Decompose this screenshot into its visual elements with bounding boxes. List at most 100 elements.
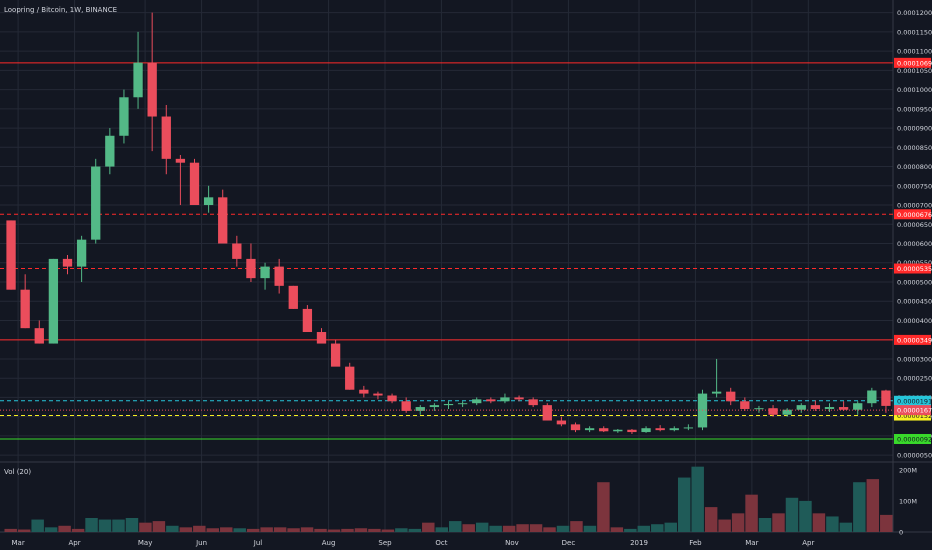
current-price-label: 0.00001671 (897, 407, 932, 415)
volume-bar (772, 513, 785, 532)
x-tick-label: Mar (745, 539, 758, 547)
volume-bar (314, 528, 327, 532)
volume-bar (651, 524, 664, 532)
volume-bar (489, 525, 502, 532)
candle-body (796, 405, 806, 410)
volume-bar (880, 514, 893, 532)
candle-body (246, 258, 256, 279)
candle-body (542, 405, 552, 421)
candle-body (500, 397, 510, 402)
candle-body (782, 409, 792, 415)
level-price-label-bg (894, 410, 931, 421)
volume-bar (4, 528, 17, 532)
candle-body (34, 328, 44, 344)
candle-body (726, 391, 736, 402)
candle-body (133, 62, 143, 98)
volume-bar (799, 500, 812, 532)
x-tick-label: May (138, 539, 152, 547)
candle-body (175, 158, 186, 163)
x-tick-label: 2019 (630, 539, 648, 547)
candle-body (556, 420, 567, 425)
y-tick-label: 0.00000500 (897, 452, 932, 460)
candle-body (669, 428, 679, 431)
candle-body (387, 395, 397, 402)
candle-body (189, 162, 200, 206)
grid (0, 0, 893, 532)
level-price-label-bg (894, 209, 931, 220)
candle-body (105, 135, 115, 167)
candle-body (161, 116, 171, 159)
candle-body (457, 403, 468, 405)
candle-body (584, 428, 595, 431)
volume-bar (516, 524, 529, 532)
candle-body (528, 399, 538, 406)
volume-bar (287, 528, 300, 532)
level-price-label: 0.00010695 (897, 59, 932, 67)
volume-bar (220, 527, 233, 532)
candle-body (288, 285, 298, 309)
candle-body (260, 266, 270, 279)
candle-body (881, 390, 891, 406)
candle-body (345, 366, 355, 390)
candle-body (203, 197, 214, 206)
candle-body (443, 403, 454, 406)
volume-bar (462, 524, 475, 532)
volume-tick-label: 0 (899, 529, 903, 537)
x-tick-label: Feb (689, 539, 702, 547)
symbol-title: Loopring / Bitcoin, 1W, BINANCE (4, 6, 118, 14)
candle-body (401, 401, 411, 411)
volume-bar (745, 494, 758, 532)
volume-bar (677, 477, 691, 532)
candle-body (373, 393, 383, 396)
x-tick-label: Dec (562, 539, 576, 547)
volume-bars (4, 466, 893, 532)
candle-body (316, 332, 327, 344)
volume-bar (435, 527, 448, 532)
candle-body (740, 401, 750, 409)
volume-bar (71, 528, 85, 532)
x-tick-label: Oct (435, 539, 447, 547)
volume-bar (691, 466, 704, 532)
volume-bar (812, 513, 826, 532)
volume-bar (785, 497, 799, 532)
volume-bar (85, 518, 98, 532)
candle-body (147, 62, 157, 117)
x-tick-label: Apr (802, 539, 814, 547)
volume-indicator-label: Vol (20) (4, 468, 32, 476)
candle-body (472, 399, 482, 404)
x-tick-label: Jul (253, 539, 263, 547)
candle-body (486, 399, 496, 402)
volume-bar (502, 525, 516, 532)
level-price-label-bg (894, 334, 931, 345)
volume-bar (193, 525, 206, 532)
volume-bar (637, 525, 651, 532)
volume-bar (139, 522, 152, 532)
volume-bar (853, 482, 866, 532)
candle-body (754, 408, 764, 410)
volume-bar (543, 527, 556, 532)
volume-bar (718, 519, 731, 532)
candle-body (711, 391, 722, 394)
level-price-label: 0.00003495 (897, 336, 932, 344)
volume-bar (408, 528, 422, 532)
candle-body (655, 428, 665, 431)
candles (6, 12, 891, 434)
volume-bar (273, 527, 287, 532)
level-price-label: 0.00001529 (897, 412, 932, 420)
volume-bar (422, 522, 435, 532)
volume-bar (381, 529, 395, 532)
volume-tick-label: 100M (899, 497, 917, 505)
